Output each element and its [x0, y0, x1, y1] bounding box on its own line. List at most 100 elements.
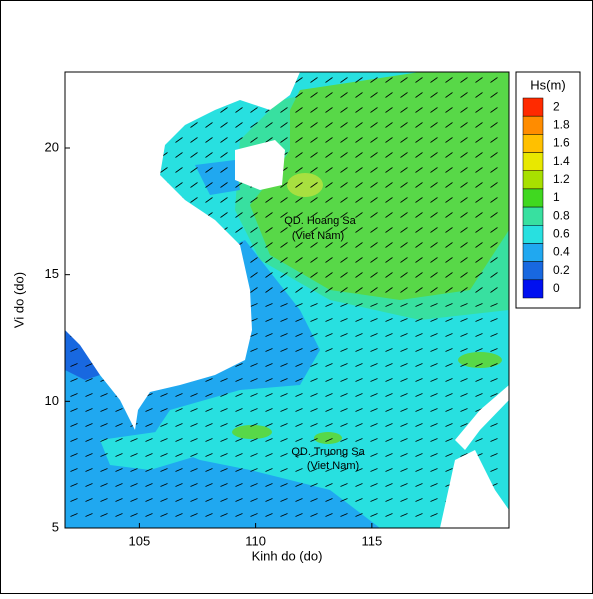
colorbar-label: 1.4 — [553, 154, 570, 168]
wave-arrow — [85, 438, 93, 442]
wave-arrow — [145, 408, 153, 412]
island — [235, 140, 285, 190]
wave-arrow — [490, 272, 498, 278]
x-axis-label: Kinh do (do) — [252, 548, 323, 563]
wave-arrow — [430, 272, 438, 278]
wave-arrow — [220, 167, 228, 173]
wave-arrow — [280, 438, 288, 442]
wave-arrow — [460, 152, 468, 158]
wave-arrow — [415, 483, 423, 487]
wave-arrow — [475, 378, 483, 382]
wave-arrow — [400, 513, 408, 517]
wave-arrow — [310, 408, 318, 412]
wave-arrow — [280, 257, 288, 263]
wave-arrow — [175, 498, 183, 502]
wave-arrow — [355, 77, 363, 83]
wave-arrow — [370, 287, 378, 293]
wave-arrow — [475, 152, 483, 158]
wave-arrow — [475, 303, 483, 307]
wave-arrow — [445, 92, 453, 98]
x-tick-label: 105 — [129, 533, 151, 548]
wave-arrow — [280, 378, 288, 382]
wave-arrow — [295, 468, 303, 472]
wave-arrow — [400, 212, 408, 218]
wave-arrow — [310, 333, 318, 337]
wave-arrow — [370, 92, 378, 98]
wave-arrow — [100, 498, 108, 502]
wave-arrow — [415, 122, 423, 128]
wave-arrow — [490, 182, 498, 188]
wave-arrow — [385, 408, 393, 412]
wave-arrow — [415, 227, 423, 233]
wave-arrow — [475, 137, 483, 143]
wave-arrow — [70, 393, 78, 397]
wave-arrow — [190, 513, 198, 517]
wave-arrow — [430, 182, 438, 188]
wave-arrow — [445, 137, 453, 143]
wave-arrow — [310, 468, 318, 472]
wave-arrow — [370, 468, 378, 472]
wave-arrow — [325, 137, 333, 143]
wave-arrow — [325, 453, 333, 457]
wave-arrow — [415, 272, 423, 278]
wave-arrow — [445, 333, 453, 337]
wave-arrow — [475, 348, 483, 352]
wave-arrow — [415, 468, 423, 472]
wave-arrow — [85, 363, 93, 367]
wave-arrow — [250, 122, 258, 128]
wave-arrow — [85, 498, 93, 502]
wave-arrow — [160, 438, 168, 442]
wave-arrow — [250, 483, 258, 487]
wave-arrow — [445, 363, 453, 367]
wave-arrow — [205, 498, 213, 502]
wave-arrow — [310, 438, 318, 442]
wave-arrow — [490, 242, 498, 248]
wave-arrow — [460, 227, 468, 233]
wave-arrow — [220, 182, 228, 188]
wave-arrow — [355, 242, 363, 248]
wave-arrow — [280, 483, 288, 487]
wave-arrow — [295, 453, 303, 457]
wave-arrow — [460, 287, 468, 293]
wave-arrow — [190, 122, 198, 128]
wave-arrow — [310, 348, 318, 352]
wave-arrow — [430, 122, 438, 128]
wave-arrow — [325, 92, 333, 98]
wave-arrow — [280, 303, 288, 307]
wave-arrow — [340, 363, 348, 367]
wave-arrow — [295, 242, 303, 248]
wave-arrow — [250, 107, 258, 113]
wave-arrow — [400, 167, 408, 173]
wave-arrow — [370, 182, 378, 188]
wave-arrow — [280, 408, 288, 412]
wave-arrow — [280, 212, 288, 218]
wave-arrow — [70, 378, 78, 382]
colorbar-label: 1 — [553, 190, 560, 204]
wave-arrow — [160, 423, 168, 427]
wave-arrow — [295, 227, 303, 233]
wave-arrow — [430, 92, 438, 98]
wave-arrow — [460, 423, 468, 427]
wave-arrow — [475, 242, 483, 248]
wave-arrow — [115, 453, 123, 457]
wave-arrow — [400, 378, 408, 382]
zone — [232, 425, 272, 439]
wave-arrow — [415, 348, 423, 352]
wave-arrow — [460, 408, 468, 412]
wave-arrow — [355, 227, 363, 233]
wave-arrow — [475, 393, 483, 397]
wave-arrow — [175, 167, 183, 173]
wave-arrow — [445, 438, 453, 442]
wave-arrow — [460, 393, 468, 397]
wave-arrow — [265, 438, 273, 442]
wave-arrow — [310, 393, 318, 397]
colorbar-title: Hs(m) — [530, 77, 565, 92]
wave-arrow — [205, 122, 213, 128]
wave-arrow — [460, 453, 468, 457]
wave-arrow — [370, 107, 378, 113]
wave-arrow — [295, 303, 303, 307]
wave-arrow — [475, 167, 483, 173]
wave-arrow — [250, 363, 258, 367]
wave-arrow — [445, 318, 453, 322]
wave-arrow — [340, 272, 348, 278]
